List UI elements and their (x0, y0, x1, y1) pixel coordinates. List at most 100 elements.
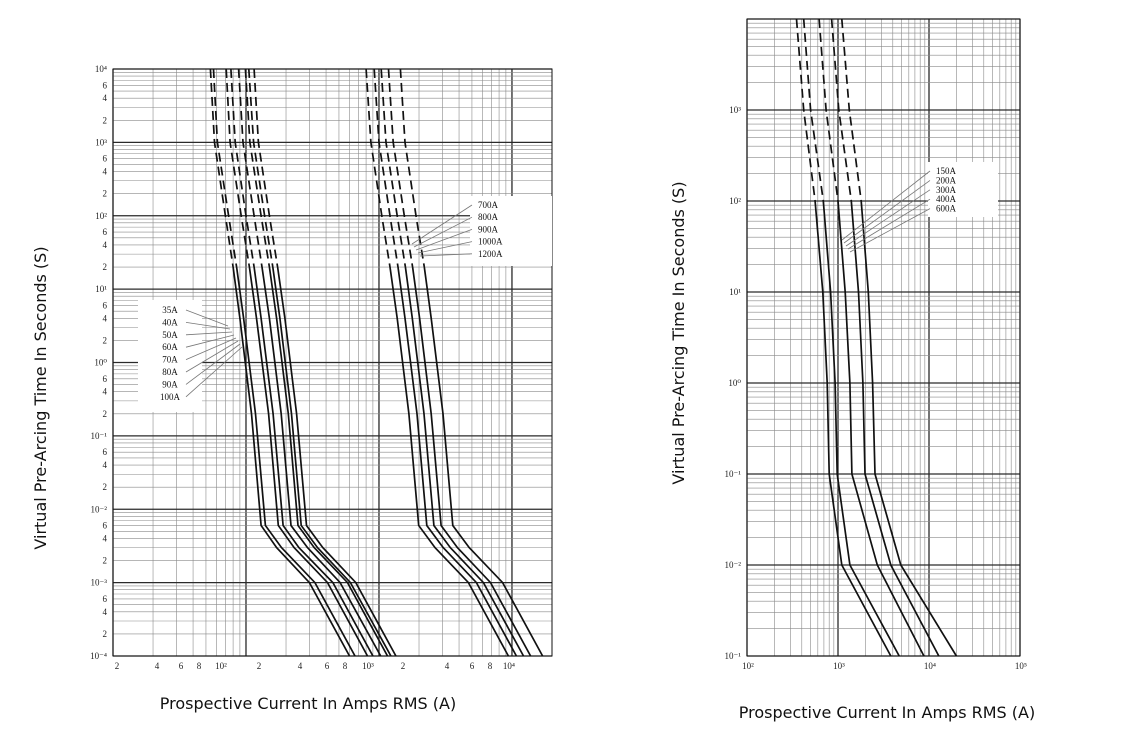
curve-1000A-lower (411, 266, 532, 657)
legend-leader-line (419, 253, 473, 257)
y-tick-label: 10¹ (95, 284, 107, 294)
curve-400A-upper (830, 18, 853, 202)
curve-80A-lower (268, 266, 389, 657)
y-tick-label: 2 (103, 335, 108, 345)
x-tick-label: 6 (179, 661, 184, 671)
legend-label-900A: 900A (478, 224, 499, 234)
legend-box (138, 300, 202, 412)
x-tick-label: 6 (470, 661, 475, 671)
plot-frame (746, 18, 1021, 657)
legend-leader-line (849, 208, 931, 253)
grid (746, 18, 1021, 657)
y-tick-label: 2 (103, 115, 108, 125)
curve-150A-upper (795, 18, 816, 202)
curve-400A-lower (850, 200, 940, 657)
legend-label-100A: 100A (160, 392, 181, 402)
y-tick-label: 2 (103, 409, 108, 419)
curve-700A-upper (365, 68, 391, 268)
legend-leader-line (417, 241, 473, 254)
curve-600A-lower (860, 200, 958, 657)
y-tick-label: 6 (103, 447, 108, 457)
x-tick-label: 4 (155, 661, 160, 671)
y-tick-label: 10⁻² (725, 560, 742, 570)
x-tick-label: 4 (298, 661, 303, 671)
y-tick-label: 4 (103, 533, 108, 543)
legend-label-60A: 60A (162, 342, 178, 352)
x-tick-label: 10⁴ (503, 661, 515, 671)
legend-leader-line (843, 180, 931, 244)
legend-leader-line (185, 343, 241, 385)
curve-800A-lower (397, 266, 518, 657)
legend-leader-line (185, 334, 235, 348)
legend-leader-line (847, 198, 931, 250)
curve-70A-upper (237, 68, 263, 268)
legend-label-40A: 40A (162, 317, 178, 327)
curve-90A-upper (247, 68, 274, 268)
legend-label-70A: 70A (162, 355, 178, 365)
curve-150A-lower (814, 200, 892, 657)
series-curves (209, 68, 544, 657)
x-tick-label: 2 (257, 661, 262, 671)
y-tick-label: 6 (103, 80, 108, 90)
curve-100A-upper (253, 68, 279, 268)
curve-300A-upper (818, 18, 839, 202)
y-tick-label: 4 (103, 240, 108, 250)
curve-50A-lower (248, 266, 369, 657)
y-tick-label: 10¹ (729, 287, 741, 297)
x-tick-label: 10³ (833, 661, 845, 671)
y-tick-label: 4 (103, 460, 108, 470)
y-tick-label: 10⁻¹ (725, 651, 742, 661)
legend-box (928, 162, 998, 217)
x-tick-label: 10³ (362, 661, 374, 671)
curve-70A-lower (261, 266, 382, 657)
x-tick-label: 4 (445, 661, 450, 671)
y-tick-label: 10³ (729, 105, 741, 115)
left-x-axis-title: Prospective Current In Amps RMS (A) (160, 694, 456, 713)
x-tick-label: 2 (115, 661, 120, 671)
curve-300A-lower (837, 200, 925, 657)
legend-leader-line (185, 331, 233, 336)
curve-900A-upper (380, 68, 407, 268)
legend-leader-line (411, 204, 473, 245)
legend-label-600A: 600A (936, 204, 957, 214)
legend-label-35A: 35A (162, 305, 178, 315)
curve-90A-lower (271, 266, 392, 657)
y-tick-label: 2 (103, 262, 108, 272)
y-tick-label: 6 (103, 594, 108, 604)
y-tick-label: 10⁰ (728, 378, 741, 388)
legend-group: 700A 800A 900A 1000A 1200A (411, 196, 552, 266)
left-time-current-chart: 10⁻⁴ 2 4 6 10⁻³ 2 4 6 10⁻² 2 4 6 10⁻¹ 2 4 6 10⁰ 2 4 6 10¹ 2 4 6… (90, 64, 553, 671)
curve-35A-upper (209, 68, 234, 268)
curve-600A-upper (840, 18, 863, 202)
legend-label-150A: 150A (936, 166, 957, 176)
y-tick-label: 2 (103, 189, 108, 199)
y-tick-label: 10⁴ (95, 64, 107, 74)
x-tick-label: 2 (401, 661, 406, 671)
legend-box (470, 196, 552, 266)
curve-900A-lower (404, 266, 525, 657)
curve-80A-upper (244, 68, 271, 268)
legend-label-50A: 50A (162, 330, 178, 340)
y-tick-label: 6 (103, 154, 108, 164)
x-tick-label: 8 (343, 661, 348, 671)
y-tick-label: 10⁻² (91, 504, 108, 514)
curve-700A-lower (389, 266, 510, 657)
x-tick-label: 10⁵ (1015, 661, 1027, 671)
legend-label-300A: 300A (936, 185, 957, 195)
legend-leader-line (185, 309, 229, 327)
legend-label-400A: 400A (936, 194, 957, 204)
y-tick-label: 4 (103, 93, 108, 103)
plot-frame (112, 68, 553, 657)
y-tick-label: 10⁻³ (91, 578, 108, 588)
legend-label-1200A: 1200A (478, 249, 503, 259)
x-tick-label: 8 (197, 661, 202, 671)
legend-label-800A: 800A (478, 212, 499, 222)
x-tick-label: 10⁴ (924, 661, 936, 671)
x-tick-label: 10² (742, 661, 754, 671)
y-tick-label: 4 (103, 607, 108, 617)
y-tick-label: 2 (103, 482, 108, 492)
curve-60A-upper (230, 68, 255, 268)
y-tick-label: 6 (103, 300, 108, 310)
